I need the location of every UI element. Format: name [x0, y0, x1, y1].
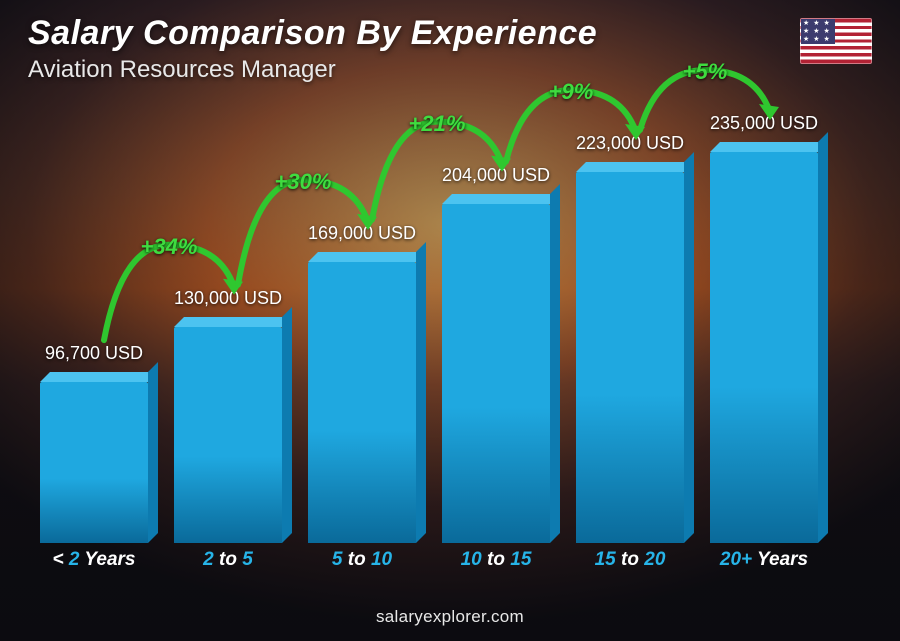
flag-icon [800, 18, 872, 64]
category-label: 10 to 15 [442, 549, 550, 571]
footer-credit: salaryexplorer.com [0, 607, 900, 627]
bar: 223,000 USD [576, 172, 684, 543]
bar-group: 204,000 USD 10 to 15 [442, 100, 550, 571]
bar: 130,000 USD [174, 327, 282, 543]
chart-subtitle: Aviation Resources Manager [28, 56, 336, 84]
bar: 204,000 USD [442, 204, 550, 543]
bar-group: 130,000 USD 2 to 5 [174, 100, 282, 571]
bar: 235,000 USD [710, 152, 818, 543]
bar-value-label: 169,000 USD [308, 223, 416, 244]
bar-value-label: 235,000 USD [710, 113, 818, 134]
bar-group: 235,000 USD 20+ Years [710, 100, 818, 571]
infographic-stage: Salary Comparison By Experience Aviation… [0, 0, 900, 641]
percent-increase-label: +30% [275, 169, 332, 195]
percent-increase-label: +34% [141, 234, 198, 260]
bar-chart: 96,700 USD < 2 Years 130,000 USD 2 to 5 169,… [40, 100, 850, 571]
bar: 96,700 USD [40, 382, 148, 543]
bar-group: 223,000 USD 15 to 20 [576, 100, 684, 571]
category-label: 15 to 20 [576, 549, 684, 571]
bar-value-label: 96,700 USD [45, 343, 143, 364]
chart-title: Salary Comparison By Experience [28, 14, 597, 53]
category-label: 20+ Years [710, 549, 818, 571]
percent-increase-label: +9% [549, 79, 594, 105]
bar-value-label: 130,000 USD [174, 288, 282, 309]
category-label: < 2 Years [40, 549, 148, 571]
bar-value-label: 204,000 USD [442, 165, 550, 186]
bar-group: 96,700 USD < 2 Years [40, 100, 148, 571]
bar: 169,000 USD [308, 262, 416, 543]
category-label: 5 to 10 [308, 549, 416, 571]
percent-increase-label: +21% [409, 111, 466, 137]
percent-increase-label: +5% [683, 59, 728, 85]
category-label: 2 to 5 [174, 549, 282, 571]
bar-value-label: 223,000 USD [576, 133, 684, 154]
